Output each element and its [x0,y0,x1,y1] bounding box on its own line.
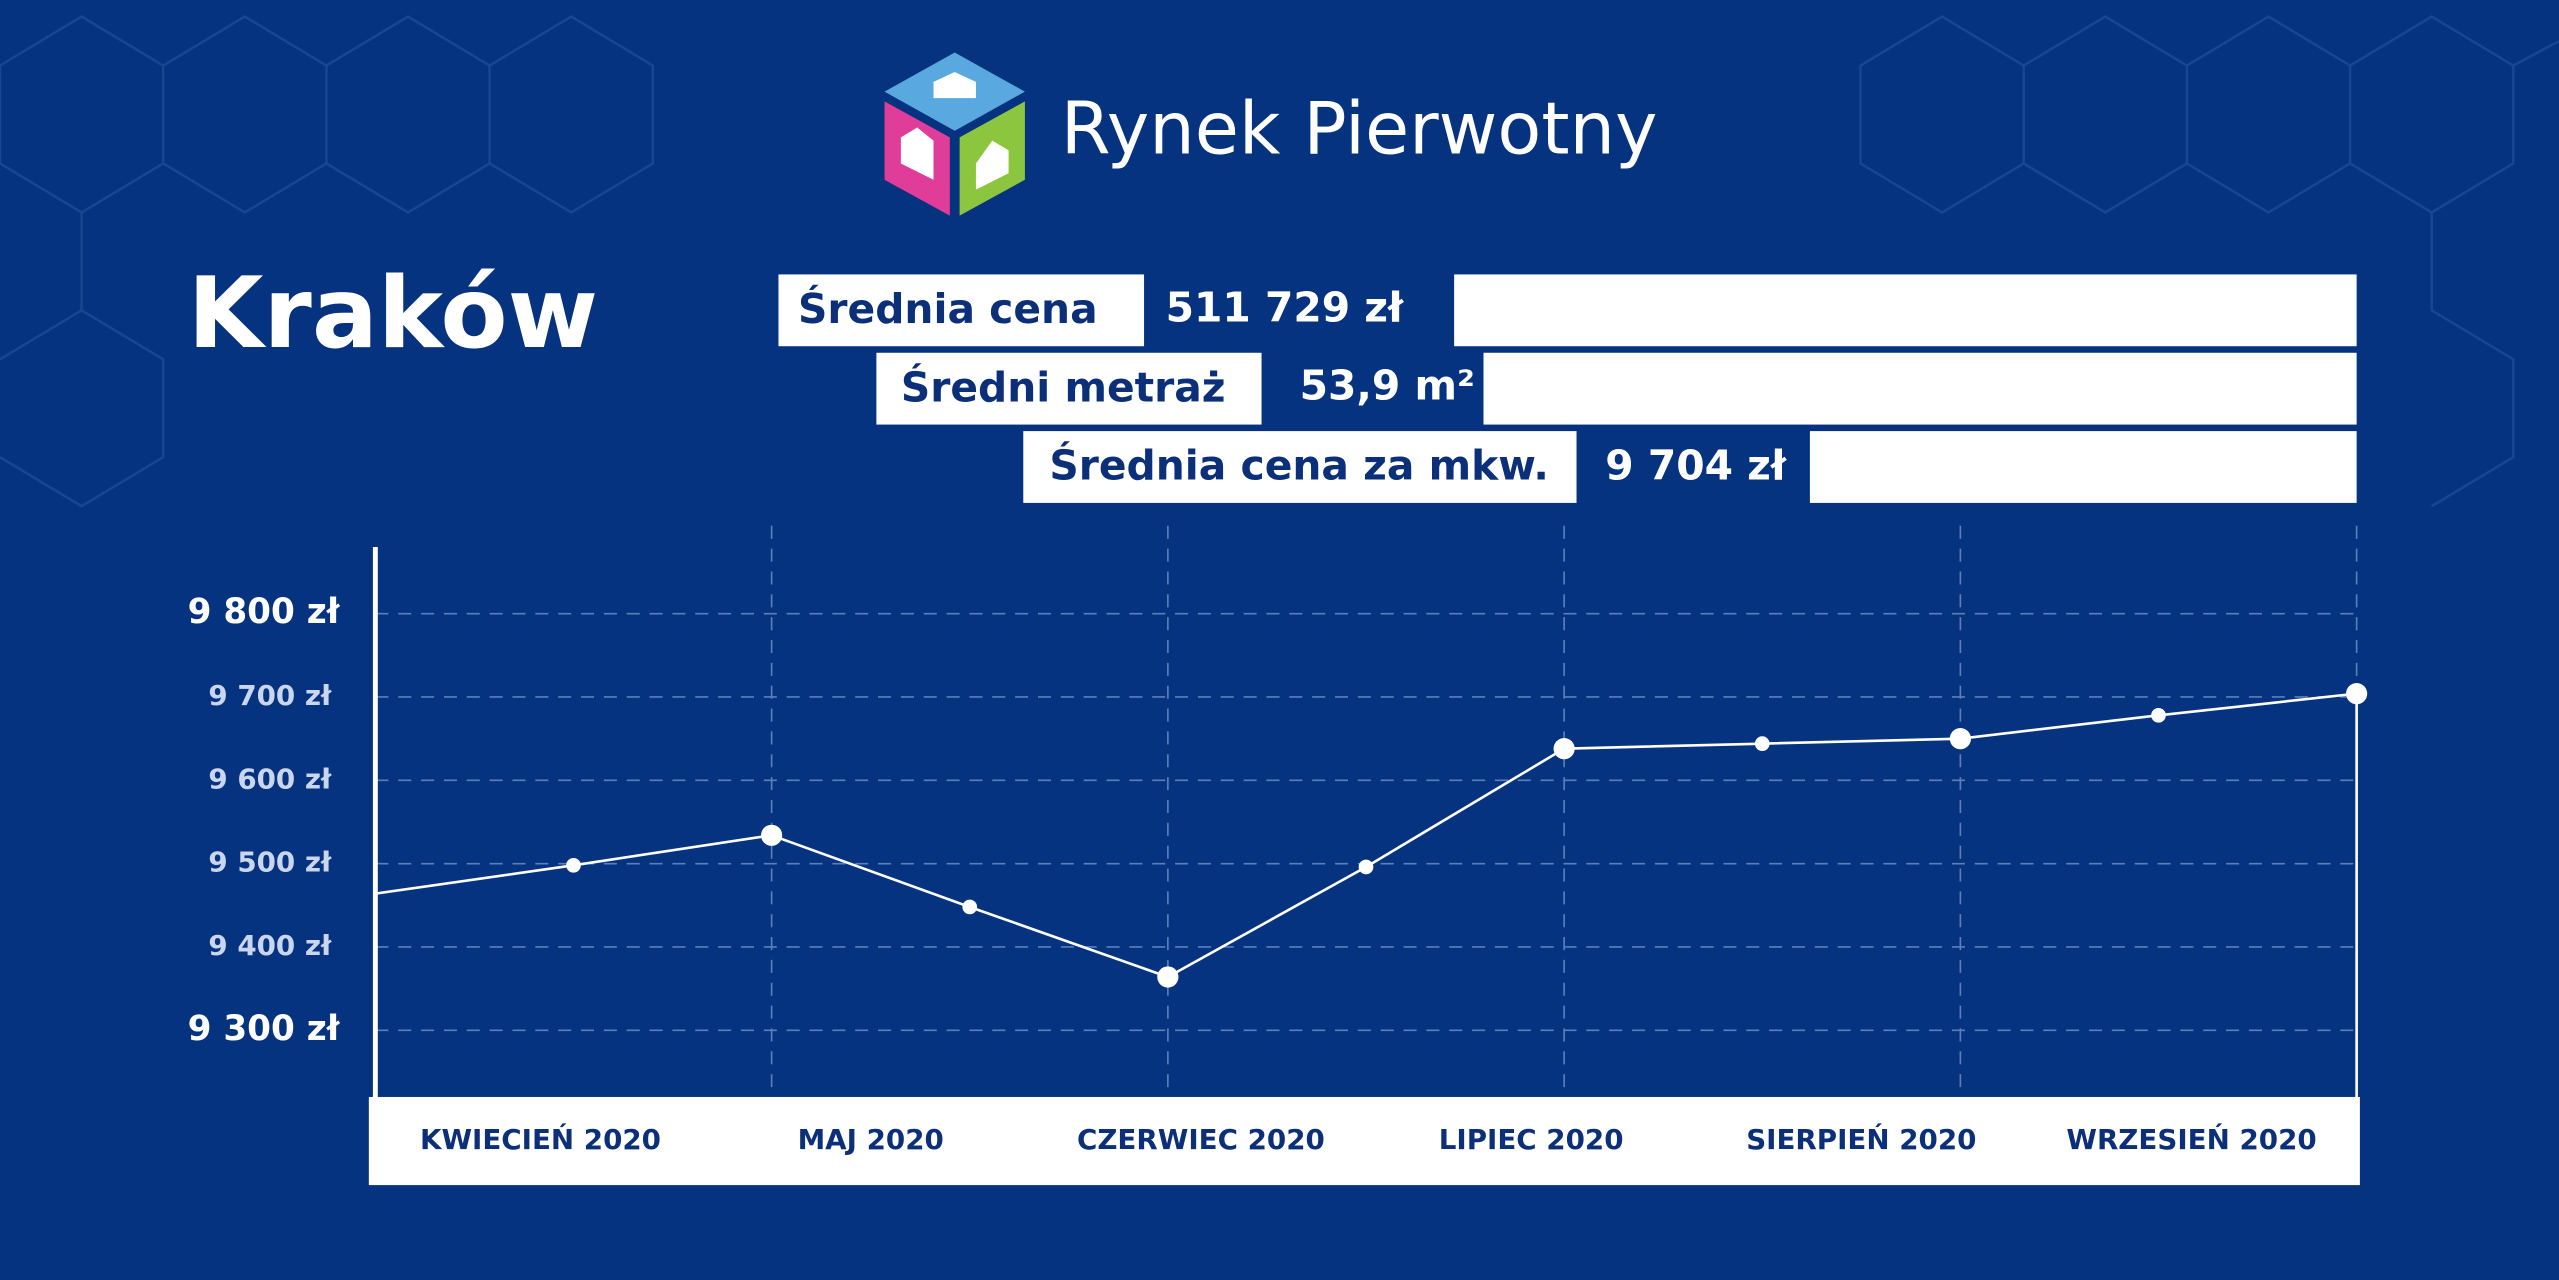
y-tick-label: 9 300 zł [188,1009,341,1049]
data-point [2151,707,2166,723]
stat-label: Średnia cena [798,285,1098,333]
stat-value: 9 704 zł [1605,442,1787,490]
data-point [2346,683,2368,705]
y-tick-label: 9 700 zł [208,679,332,712]
brand-name: Rynek Pierwotny [1061,87,1658,171]
x-tick-label: MAJ 2020 [798,1123,944,1156]
stat-bar [1809,431,2357,503]
y-tick-label: 9 600 zł [208,762,332,795]
x-tick-label: KWIECIEŃ 2020 [420,1122,661,1156]
data-point [566,857,581,873]
data-point [1157,966,1179,988]
data-point [962,899,978,915]
hex-pattern [0,15,2559,508]
logo-house [900,127,934,180]
stat-bar [1483,352,2357,425]
x-axis-strip [368,1096,2360,1186]
stat-value: 53,9 m² [1300,362,1475,410]
data-point [1553,738,1575,760]
stats: Średnia cena 511 729 zł Średni metraż 53… [778,274,2357,503]
x-tick-label: CZERWIEC 2020 [1077,1123,1325,1156]
x-tick-label: LIPIEC 2020 [1439,1123,1624,1156]
y-tick-label: 9 800 zł [188,592,341,632]
x-tick-label: SIERPIEŃ 2020 [1746,1122,1976,1156]
plot: 9 300 zł 9 400 zł 9 500 zł 9 600 zł 9 700 zł… [188,525,2368,1156]
city-title: Kraków [188,257,598,371]
stat-label: Średnia cena za mkw. [1049,442,1548,490]
x-tick-label: WRZESIEŃ 2020 [2066,1122,2316,1156]
y-tick-label: 9 500 zł [208,846,332,879]
stat-value: 511 729 zł [1166,283,1404,331]
data-point [1754,736,1770,751]
stat-label-box [1023,431,1577,503]
y-tick-label: 9 400 zł [208,929,332,962]
logo-house [933,72,976,99]
stat-label-box [876,352,1262,425]
data-point [1949,728,1971,750]
stat-bar [1454,274,2357,347]
data-point [761,824,783,846]
data-point [1358,859,1374,875]
stat-label: Średni metraż [901,363,1226,411]
stat-label-box [778,274,1145,347]
